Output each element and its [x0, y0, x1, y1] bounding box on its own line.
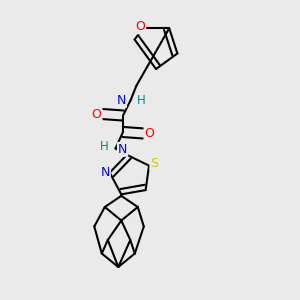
- Text: O: O: [145, 127, 154, 140]
- Text: N: N: [117, 94, 126, 107]
- Text: N: N: [100, 166, 110, 179]
- Text: O: O: [92, 107, 101, 121]
- Text: N: N: [118, 143, 127, 156]
- Text: H: H: [100, 140, 109, 154]
- Text: S: S: [150, 157, 158, 170]
- Text: H: H: [137, 94, 146, 107]
- Text: O: O: [135, 20, 145, 33]
